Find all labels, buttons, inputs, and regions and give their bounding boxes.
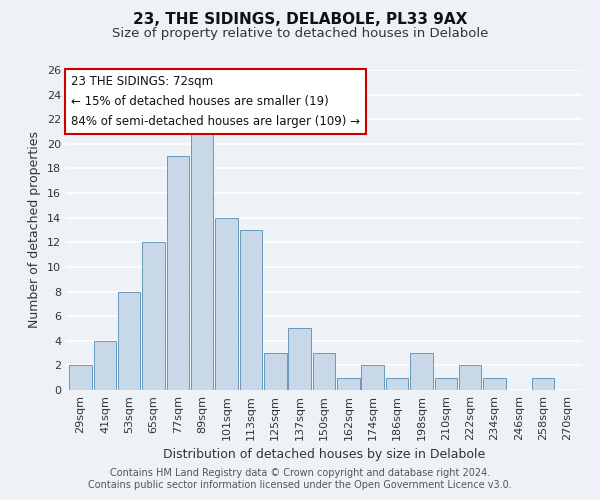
Bar	[264, 353, 287, 390]
Bar	[118, 292, 140, 390]
Text: Contains HM Land Registry data © Crown copyright and database right 2024.: Contains HM Land Registry data © Crown c…	[110, 468, 490, 477]
Text: 23 THE SIDINGS: 72sqm
← 15% of detached houses are smaller (19)
84% of semi-deta: 23 THE SIDINGS: 72sqm ← 15% of detached …	[71, 75, 360, 128]
Bar	[215, 218, 238, 390]
Text: Contains public sector information licensed under the Open Government Licence v3: Contains public sector information licen…	[88, 480, 512, 490]
Bar	[361, 366, 384, 390]
Bar	[337, 378, 359, 390]
Bar	[313, 353, 335, 390]
Bar	[142, 242, 165, 390]
Bar	[94, 341, 116, 390]
Bar	[70, 366, 92, 390]
Bar	[483, 378, 506, 390]
Bar	[191, 119, 214, 390]
Bar	[434, 378, 457, 390]
Text: 23, THE SIDINGS, DELABOLE, PL33 9AX: 23, THE SIDINGS, DELABOLE, PL33 9AX	[133, 12, 467, 28]
Bar	[386, 378, 408, 390]
Bar	[459, 366, 481, 390]
Bar	[289, 328, 311, 390]
Bar	[167, 156, 189, 390]
Text: Size of property relative to detached houses in Delabole: Size of property relative to detached ho…	[112, 28, 488, 40]
Bar	[410, 353, 433, 390]
X-axis label: Distribution of detached houses by size in Delabole: Distribution of detached houses by size …	[163, 448, 485, 462]
Y-axis label: Number of detached properties: Number of detached properties	[28, 132, 41, 328]
Bar	[532, 378, 554, 390]
Bar	[240, 230, 262, 390]
